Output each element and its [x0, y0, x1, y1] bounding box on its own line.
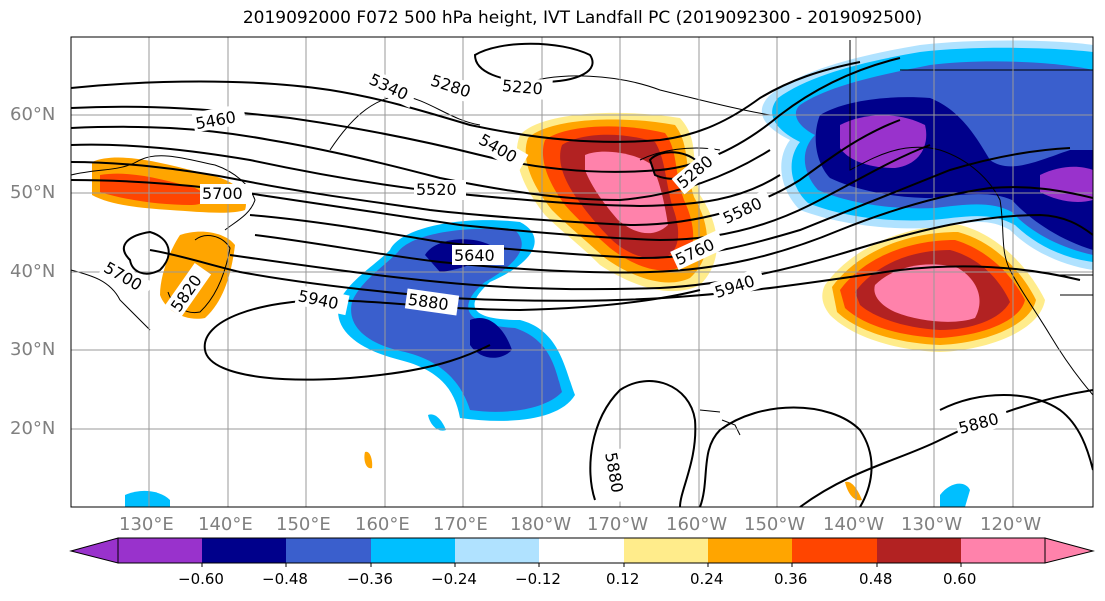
map-title: 2019092000 F072 500 hPa height, IVT Land…: [242, 8, 923, 28]
ivt-small-features: [125, 414, 970, 507]
contour-label: 5880: [956, 409, 1000, 438]
lon-label: 130°E: [119, 514, 174, 535]
colorbar-tick-label: 0.12: [606, 570, 640, 588]
colorbar-tick-label: 0.36: [774, 570, 808, 588]
lon-label: 130°W: [901, 514, 963, 535]
colorbar-tick-label: −0.24: [431, 570, 477, 588]
contour-label: 5520: [416, 180, 457, 199]
lat-label: 60°N: [10, 104, 56, 125]
contour-label: 5940: [296, 286, 340, 313]
lon-label: 180°W: [510, 514, 572, 535]
colorbar: [69, 537, 1095, 567]
lon-label: 160°W: [666, 514, 728, 535]
lon-label: 170°E: [433, 514, 488, 535]
lon-label: 160°E: [355, 514, 410, 535]
contour-label: 5580: [720, 193, 765, 227]
contour-label: 5220: [501, 76, 543, 98]
map-frame: [70, 36, 1094, 508]
lon-label: 140°W: [823, 514, 885, 535]
colorbar-tick-label: −0.48: [262, 570, 308, 588]
lat-label: 30°N: [10, 339, 56, 360]
contour-label: 5700: [101, 258, 146, 295]
colorbar-tick-label: 0.60: [943, 570, 977, 588]
lat-label: 40°N: [10, 261, 56, 282]
colorbar-tick-label: 0.24: [690, 570, 724, 588]
colorbar-extend-high: [1044, 537, 1095, 564]
contour-label: 5940: [712, 271, 757, 302]
contour-label: 5460: [194, 107, 237, 133]
contour-label: 5640: [454, 246, 495, 265]
lat-label: 20°N: [10, 418, 56, 439]
height-contours: [71, 42, 1093, 507]
lon-label: 120°W: [980, 514, 1042, 535]
colorbar-extend-low: [69, 537, 119, 564]
lat-label: 50°N: [10, 182, 56, 203]
lon-label: 150°W: [744, 514, 806, 535]
contour-label: 5700: [202, 184, 243, 203]
colorbar-tick-label: −0.12: [515, 570, 561, 588]
contour-label: 5400: [476, 130, 521, 167]
colorbar-tick-label: 0.48: [859, 570, 893, 588]
lon-label: 170°W: [587, 514, 649, 535]
contour-label: 5880: [601, 451, 627, 494]
lon-label: 140°E: [198, 514, 253, 535]
colorbar-tick-label: −0.60: [178, 570, 224, 588]
colorbar-tick-label: −0.36: [347, 570, 393, 588]
lon-label: 150°E: [276, 514, 331, 535]
